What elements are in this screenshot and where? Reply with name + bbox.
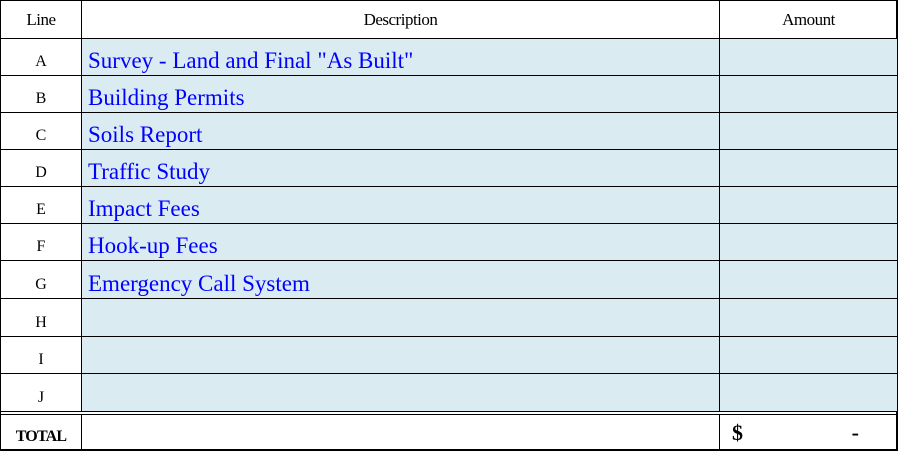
line-label: H [1, 299, 82, 336]
amount-cell[interactable] [720, 299, 897, 336]
header-line: Line [1, 1, 82, 38]
amount-cell[interactable] [720, 39, 897, 75]
total-description-cell[interactable] [82, 415, 720, 451]
description-cell[interactable]: Emergency Call System [82, 261, 720, 298]
amount-cell[interactable] [720, 150, 897, 186]
table-row: I [1, 337, 897, 374]
amount-cell[interactable] [720, 261, 897, 298]
description-cell[interactable] [82, 374, 720, 411]
table-row: H [1, 299, 897, 337]
amount-cell[interactable] [720, 374, 897, 411]
table-row: B Building Permits [1, 76, 897, 113]
table-row: D Traffic Study [1, 150, 897, 187]
line-label: E [1, 187, 82, 223]
table-row: A Survey - Land and Final "As Built" [1, 39, 897, 76]
amount-cell[interactable] [720, 224, 897, 260]
header-description: Description [82, 1, 720, 38]
total-currency: $ [732, 420, 743, 445]
line-label: J [1, 374, 82, 411]
description-cell[interactable]: Building Permits [82, 76, 720, 112]
line-label: F [1, 224, 82, 260]
header-amount: Amount [782, 9, 835, 29]
line-label: D [1, 150, 82, 186]
table-row: E Impact Fees [1, 187, 897, 224]
line-label: A [1, 39, 82, 75]
total-amount-cell[interactable]: $ - [720, 415, 897, 451]
total-row: TOTAL $ - [1, 414, 897, 451]
amount-cell[interactable] [720, 187, 897, 223]
table-row: J [1, 374, 897, 412]
amount-cell[interactable] [720, 113, 897, 149]
description-cell[interactable]: Survey - Land and Final "As Built" [82, 39, 720, 75]
description-cell[interactable]: Soils Report [82, 113, 720, 149]
table-row: F Hook-up Fees [1, 224, 897, 261]
header-row: Line Description Amount [1, 1, 897, 39]
line-label: I [1, 337, 82, 373]
description-cell[interactable]: Traffic Study [82, 150, 720, 186]
description-cell[interactable]: Impact Fees [82, 187, 720, 223]
line-label: G [1, 261, 82, 298]
line-label: B [1, 76, 82, 112]
description-cell[interactable]: Hook-up Fees [82, 224, 720, 260]
total-value: - [851, 420, 859, 445]
amount-cell[interactable] [720, 337, 897, 373]
description-cell[interactable] [82, 337, 720, 373]
table-row: C Soils Report [1, 113, 897, 150]
table-row: G Emergency Call System [1, 261, 897, 299]
amount-cell[interactable] [720, 76, 897, 112]
line-label: C [1, 113, 82, 149]
description-cell[interactable] [82, 299, 720, 336]
total-label: TOTAL [1, 415, 82, 451]
